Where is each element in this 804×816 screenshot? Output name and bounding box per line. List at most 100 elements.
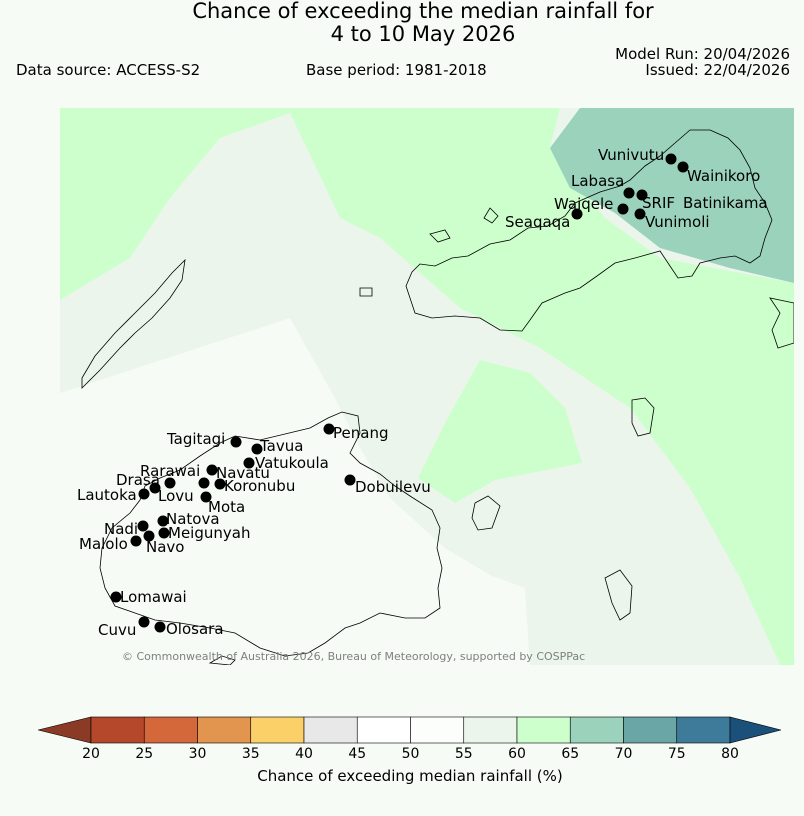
label-mota: Mota <box>208 498 245 516</box>
colorbar: 20 25 30 35 40 45 50 55 60 65 70 75 80 <box>38 716 782 762</box>
label-nadi: Nadi <box>104 520 138 538</box>
data-source: Data source: ACCESS-S2 <box>16 61 201 79</box>
dot-wainikoro <box>677 161 689 173</box>
colorbar-tick-label: 65 <box>561 746 579 762</box>
vanua-levu-coast <box>405 129 773 332</box>
dot-vunivutu <box>665 153 677 165</box>
title-line-1: Chance of exceeding the median rainfall … <box>192 0 654 23</box>
dot-labasa <box>623 187 635 199</box>
colorbar-tick-label: 25 <box>135 746 153 762</box>
label-labasa: Labasa <box>571 172 624 190</box>
colorbar-segment <box>569 716 624 744</box>
label-wainikoro: Wainikoro <box>687 167 760 185</box>
dot-dobuilevu <box>344 474 356 486</box>
dot-rarawai <box>206 464 218 476</box>
model-run: Model Run: 20/04/2026 <box>615 45 790 63</box>
dot-tavua <box>251 443 263 455</box>
colorbar-segment <box>623 716 678 744</box>
label-tavua: Tavua <box>259 437 303 455</box>
label-malolo: Malolo <box>79 535 128 553</box>
dot-waiqele <box>617 203 629 215</box>
ovalau-coast <box>471 495 501 531</box>
label-vunivutu: Vunivutu <box>598 146 664 164</box>
dot-seaqaqa <box>571 208 583 220</box>
colorbar-low-arrow <box>38 716 92 744</box>
label-dobuilevu: Dobuilevu <box>355 478 431 496</box>
label-navatu: Navatu <box>216 464 270 482</box>
dot-cuvu <box>138 616 150 628</box>
label-rarawai: Rarawai <box>140 462 200 480</box>
colorbar-segment <box>676 716 731 744</box>
dot-natova <box>157 515 169 527</box>
dot-penang <box>323 423 335 435</box>
beqa-coast <box>208 655 236 665</box>
label-navo: Navo <box>146 538 184 556</box>
colorbar-segment <box>197 716 252 744</box>
dot-koronubu <box>214 478 226 490</box>
dot-navatu <box>198 477 210 489</box>
label-vunimoli: Vunimoli <box>645 213 710 231</box>
base-period: Base period: 1981-2018 <box>306 61 487 79</box>
dot-tagitagi <box>230 436 242 448</box>
label-lomawai: Lomawai <box>120 588 187 606</box>
dot-drasa <box>164 477 176 489</box>
yasawa-chain <box>81 258 186 389</box>
taveuni-coast <box>769 297 794 349</box>
dot-lovu <box>149 482 161 494</box>
koro-coast <box>631 397 655 437</box>
colorbar-segment <box>303 716 358 744</box>
label-lovu: Lovu <box>158 487 194 505</box>
label-penang: Penang <box>333 424 388 442</box>
dot-srif <box>636 189 648 201</box>
colorbar-label: Chance of exceeding median rainfall (%) <box>257 767 563 785</box>
dot-vatukoula <box>243 457 255 469</box>
colorbar-segment <box>250 716 305 744</box>
label-olosara: Olosara <box>166 620 224 638</box>
island-north-3 <box>359 287 373 297</box>
colorbar-tick-label: 40 <box>295 746 313 762</box>
colorbar-segment <box>463 716 518 744</box>
colorbar-tick-label: 60 <box>508 746 526 762</box>
colorbar-tick-label: 35 <box>242 746 260 762</box>
label-waiqele: Waiqele <box>554 195 613 213</box>
label-meigunyah: Meigunyah <box>168 524 250 542</box>
colorbar-tick-label: 80 <box>721 746 739 762</box>
viti-levu-coast <box>99 411 443 657</box>
dot-lautoka <box>138 488 150 500</box>
label-tagitagi: Tagitagi <box>166 430 225 448</box>
colorbar-segment <box>356 716 411 744</box>
colorbar-tick-label: 55 <box>455 746 473 762</box>
colorbar-segment <box>410 716 465 744</box>
colorbar-tick-label: 75 <box>668 746 686 762</box>
label-cuvu: Cuvu <box>98 621 136 639</box>
colorbar-tick-label: 70 <box>615 746 633 762</box>
rainfall-map: Vunivutu Wainikoro Labasa Waiqele SRIF B… <box>60 108 794 665</box>
title-line-2: 4 to 10 May 2026 <box>330 22 516 46</box>
band-65-70 <box>550 108 794 283</box>
colorbar-segment <box>90 716 145 744</box>
island-north-2 <box>429 229 451 243</box>
band-40-45-middle <box>60 113 780 665</box>
label-vatukoula: Vatukoula <box>255 454 329 472</box>
gau-coast <box>604 569 633 621</box>
label-lautoka: Lautoka <box>77 486 137 504</box>
place-markers: Vunivutu Wainikoro Labasa Waiqele SRIF B… <box>77 146 768 639</box>
dot-malolo <box>130 535 142 547</box>
copyright-notice: © Commonwealth of Australia 2026, Bureau… <box>122 650 585 663</box>
band-55-60-patch <box>418 360 582 503</box>
label-seaqaqa: Seaqaqa <box>505 213 570 231</box>
colorbar-tick-label: 45 <box>348 746 366 762</box>
label-drasa: Drasa <box>116 471 160 489</box>
label-natova: Natova <box>166 510 220 528</box>
dot-nadi <box>137 520 149 532</box>
colorbar-high-arrow <box>729 716 782 744</box>
colorbar-segments <box>90 716 731 744</box>
colorbar-segment <box>143 716 198 744</box>
band-55-60-north <box>60 108 794 665</box>
map-title: Chance of exceeding the median rainfall … <box>0 0 804 46</box>
colorbar-tick-label: 50 <box>402 746 420 762</box>
colorbar-tick-label: 30 <box>189 746 207 762</box>
colorbar-tick-label: 20 <box>82 746 100 762</box>
colorbar-ticks: 20 25 30 35 40 45 50 55 60 65 70 75 80 <box>82 746 739 762</box>
dot-vunimoli <box>634 208 646 220</box>
